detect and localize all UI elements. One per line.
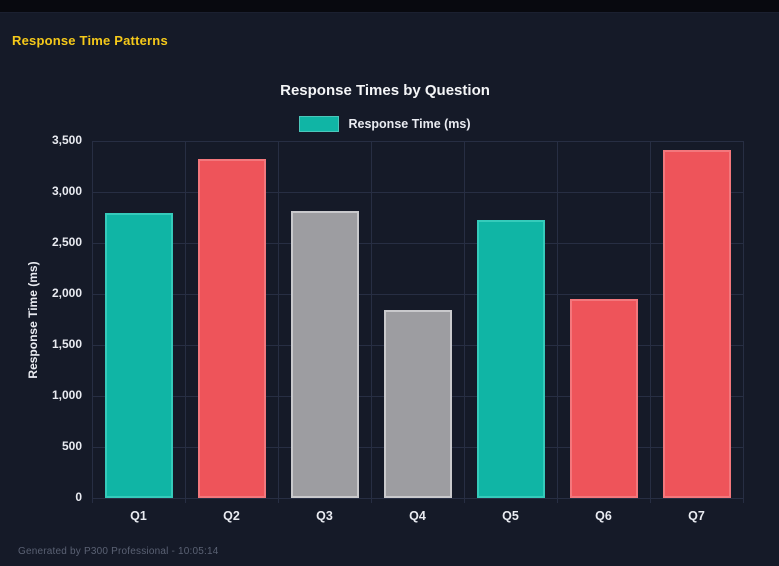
window-top-bar [0,0,779,13]
gridline-horizontal [92,294,743,295]
x-tick-label: Q1 [130,509,147,523]
gridline-vertical [650,141,651,503]
footer-note: Generated by P300 Professional - 10:05:1… [18,546,219,557]
page-title: Response Time Patterns [12,33,168,48]
x-tick-label: Q5 [502,509,519,523]
y-tick-label: 3,000 [51,184,82,198]
x-tick-label: Q7 [688,509,705,523]
chart-legend[interactable]: Response Time (ms) [0,116,770,132]
y-tick-label: 0 [75,490,82,504]
gridline-vertical [371,141,372,503]
bar-q3[interactable] [290,211,359,498]
x-tick-label: Q3 [316,509,333,523]
gridline-vertical [278,141,279,503]
bar-q4[interactable] [383,310,452,498]
gridline-vertical [185,141,186,503]
gridline-horizontal [92,498,743,499]
y-axis-title: Response Time (ms) [26,261,40,379]
gridline-vertical [743,141,744,503]
gridline-vertical [464,141,465,503]
gridline-vertical [92,141,93,503]
bar-q6[interactable] [569,299,638,498]
x-tick-label: Q2 [223,509,240,523]
chart-title: Response Times by Question [280,82,490,99]
legend-swatch-icon [299,116,340,132]
gridline-vertical [557,141,558,503]
y-tick-label: 3,500 [51,133,82,147]
bar-q7[interactable] [662,150,731,498]
x-tick-label: Q6 [595,509,612,523]
bar-q1[interactable] [104,213,173,498]
y-tick-label: 2,500 [51,235,82,249]
y-tick-label: 1,500 [51,337,82,351]
legend-label: Response Time (ms) [348,117,471,131]
gridline-horizontal [92,243,743,244]
y-tick-label: 500 [61,439,82,453]
gridline-horizontal [92,141,743,142]
x-tick-label: Q4 [409,509,426,523]
bar-q5[interactable] [476,219,545,498]
gridline-horizontal [92,192,743,193]
y-tick-label: 1,000 [51,388,82,402]
y-tick-label: 2,000 [51,286,82,300]
bar-q2[interactable] [197,159,266,498]
